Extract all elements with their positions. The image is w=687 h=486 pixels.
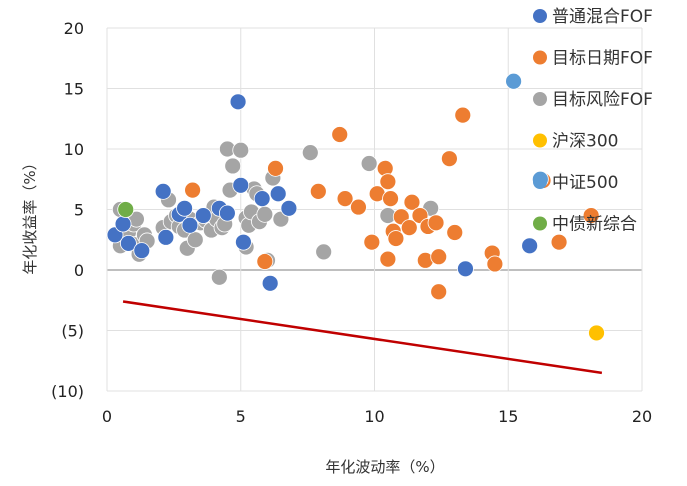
x-tick-label: 0 [102,407,112,426]
legend-marker [533,9,547,23]
data-point [457,260,474,278]
data-point [256,205,274,223]
x-axis-label: 年化波动率（%） [325,458,444,476]
data-point [454,106,472,124]
legend-marker [533,50,547,65]
trendline [122,300,603,375]
data-point [309,182,327,200]
data-point [229,93,247,111]
data-point [114,215,132,233]
data-point [379,250,397,268]
data-point [280,199,298,217]
y-tick-label: 15 [64,80,84,99]
y-axis-label: 年化收益率（%） [21,155,39,274]
x-tick-label: 10 [364,407,384,426]
x-tick-label: 20 [632,407,652,426]
data-point [430,248,448,266]
legend-label: 目标风险FOF [552,90,653,110]
legend-label: 普通混合FOF [552,7,653,27]
x-tick-label: 15 [498,407,518,426]
data-point [315,243,333,261]
legend-marker [533,92,547,106]
y-tick-label: (10) [51,382,84,401]
data-point [505,72,522,90]
data-point [235,233,252,251]
data-point [588,324,605,342]
data-point [582,207,600,224]
data-point [379,173,397,191]
data-point [218,204,236,222]
y-tick-label: 20 [64,19,84,38]
data-point [181,216,199,234]
data-point [256,253,274,270]
data-point [154,182,172,200]
y-tick-label: 0 [74,261,84,280]
data-point [184,181,202,199]
data-point [232,176,250,194]
legend-marker [533,175,547,189]
data-point [331,126,349,143]
data-point [253,190,271,208]
data-point [446,224,464,241]
data-point [194,207,212,224]
legend-label: 目标日期FOF [552,49,653,69]
data-point [176,199,193,217]
data-point [157,228,175,246]
legend-marker [533,216,547,231]
data-point [521,237,539,255]
data-point [427,214,445,232]
data-point [363,233,381,251]
data-points [106,72,605,342]
legend-label: 中证500 [552,173,618,193]
data-point [267,159,284,177]
tick-labels: 0 5 10 15 20 20 15 10 5 0 (5) (10) [51,19,652,426]
data-point [387,230,405,247]
x-tick-label: 5 [236,407,246,426]
data-point [133,242,151,260]
data-point [210,268,228,286]
y-tick-label: 5 [74,201,84,220]
y-tick-label: (5) [61,322,84,341]
data-point [550,233,568,251]
data-point [186,231,204,249]
data-point [117,201,135,218]
data-point [224,157,242,175]
data-point [261,274,279,292]
data-point [301,144,319,162]
y-tick-label: 10 [64,140,84,159]
legend-label: 中债新综合 [552,215,637,235]
data-point [486,255,504,273]
legend-label: 沪深300 [552,132,618,152]
legend-marker [533,133,547,148]
data-point [403,193,421,211]
gridlines [106,27,643,392]
data-point [232,141,250,159]
data-point [382,190,399,208]
data-point [119,234,137,252]
data-point [400,219,418,237]
data-point [360,155,378,172]
legend: 普通混合FOF 目标日期FOF 目标风险FOF 沪深300 中证500 中债新综合 [533,7,653,235]
data-point [269,185,287,203]
data-point [440,150,458,168]
data-point [430,283,448,301]
data-point [350,198,367,216]
data-point [336,190,354,208]
trendline-group [122,300,603,375]
